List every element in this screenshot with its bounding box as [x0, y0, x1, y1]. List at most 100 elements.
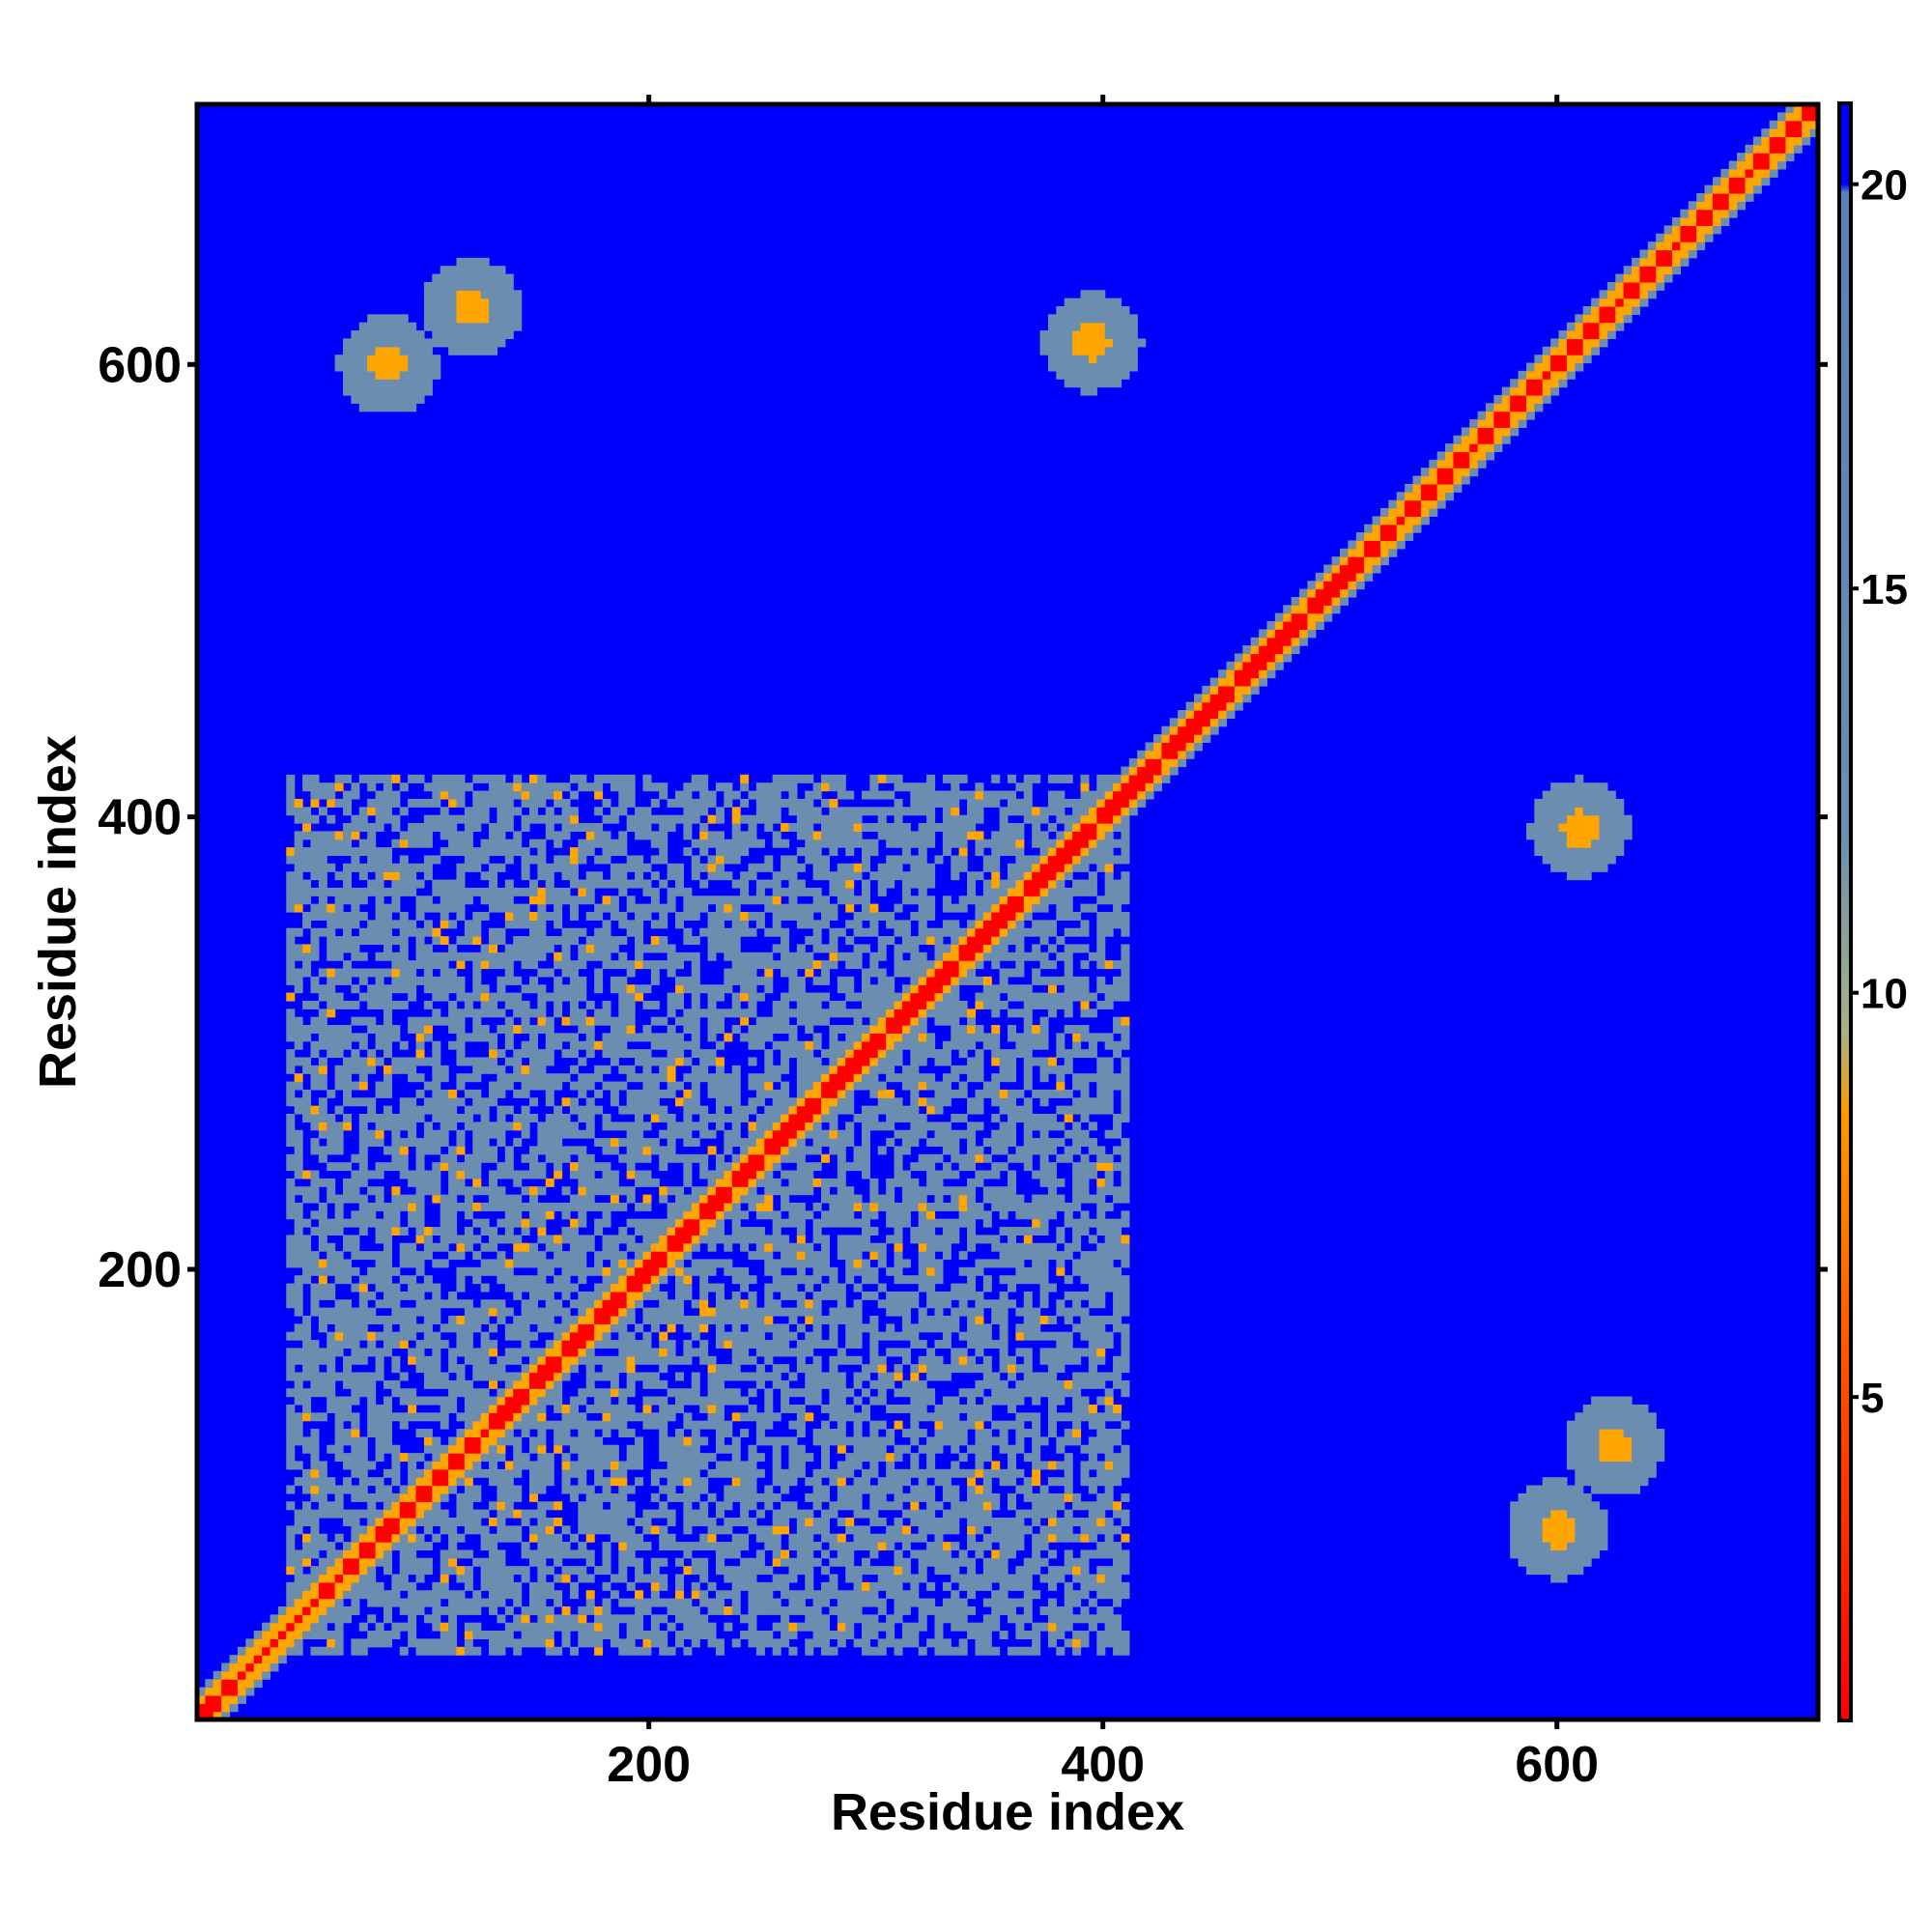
heatmap-cell: [383, 1444, 392, 1454]
heatmap-cell: [440, 1259, 449, 1268]
heatmap-cell: [327, 1549, 336, 1559]
heatmap-cell: [755, 992, 765, 1002]
heatmap-cell: [675, 887, 684, 896]
heatmap-cell: [448, 1404, 458, 1413]
heatmap-cell: [781, 1307, 790, 1317]
heatmap-cell: [432, 936, 441, 946]
heatmap-cell: [635, 1105, 644, 1115]
heatmap-cell: [504, 1396, 514, 1406]
heatmap-cell: [513, 976, 523, 985]
heatmap-cell: [715, 1081, 724, 1091]
heatmap-cell: [748, 1492, 757, 1502]
heatmap-cell: [521, 1242, 530, 1252]
heatmap-cell: [610, 936, 619, 946]
heatmap-cell: [626, 1138, 636, 1148]
heatmap-cell: [415, 1251, 425, 1261]
heatmap-cell: [788, 1218, 798, 1228]
heatmap-cell: [683, 1114, 693, 1122]
heatmap-cell: [724, 1259, 733, 1268]
heatmap-cell: [464, 1574, 473, 1583]
heatmap-cell: [310, 855, 320, 865]
heatmap-cell: [667, 1049, 676, 1059]
heatmap-cell: [772, 1227, 781, 1236]
heatmap-cell: [391, 1227, 401, 1236]
heatmap-cell: [578, 1461, 587, 1470]
heatmap-cell: [554, 1235, 563, 1244]
heatmap-cell: [464, 1307, 473, 1317]
heatmap-cell: [731, 960, 741, 970]
heatmap-cell: [464, 1581, 473, 1591]
heatmap-cell: [489, 798, 498, 808]
heatmap-cell: [626, 1065, 636, 1074]
heatmap-cell: [286, 1525, 296, 1535]
heatmap-cell: [659, 1040, 668, 1050]
heatmap-cell: [796, 879, 806, 889]
heatmap-cell: [594, 1525, 604, 1535]
heatmap-cell: [415, 1040, 425, 1050]
heatmap-cell: [245, 1662, 255, 1672]
heatmap-cell: [375, 1259, 384, 1268]
heatmap-cell: [480, 1202, 490, 1211]
heatmap-cell: [594, 1259, 604, 1268]
heatmap-cell: [569, 1468, 579, 1478]
heatmap-cell: [489, 1518, 498, 1526]
heatmap-cell: [561, 1412, 571, 1422]
heatmap-cell: [781, 927, 790, 937]
heatmap-cell: [731, 1533, 741, 1543]
heatmap-cell: [764, 976, 774, 985]
heatmap-cell: [635, 831, 644, 840]
heatmap-cell: [788, 782, 798, 792]
heatmap-cell: [626, 927, 636, 937]
heatmap-cell: [635, 1436, 644, 1446]
heatmap-cell: [399, 1485, 409, 1494]
heatmap-cell: [415, 823, 425, 832]
heatmap-cell: [383, 1105, 392, 1115]
heatmap-cell: [667, 1477, 676, 1487]
heatmap-cell: [731, 1266, 741, 1276]
heatmap-cell: [286, 903, 296, 913]
heatmap-cell: [659, 1525, 668, 1535]
heatmap-cell: [302, 1105, 312, 1115]
heatmap-cell: [748, 1598, 757, 1607]
heatmap-cell: [294, 807, 303, 816]
heatmap-cell: [755, 1420, 765, 1430]
heatmap-cell: [667, 1412, 676, 1422]
heatmap-cell: [626, 1025, 636, 1034]
heatmap-cell: [528, 1009, 538, 1018]
heatmap-cell: [796, 847, 806, 857]
heatmap-cell: [691, 976, 700, 985]
heatmap-cell: [667, 1622, 676, 1632]
heatmap-cell: [472, 774, 482, 783]
heatmap-cell: [707, 1525, 717, 1535]
heatmap-cell: [391, 1129, 401, 1139]
heatmap-cell: [683, 952, 693, 961]
heatmap-cell: [788, 968, 798, 978]
heatmap-cell: [456, 1073, 466, 1083]
heatmap-cell: [302, 1218, 312, 1228]
heatmap-cell: [334, 1348, 344, 1357]
heatmap-cell: [334, 1210, 344, 1220]
heatmap-cell: [772, 782, 781, 792]
heatmap-cell: [497, 984, 506, 994]
heatmap-cell: [334, 1129, 344, 1139]
heatmap-cell: [480, 1283, 490, 1293]
heatmap-cell: [699, 1355, 709, 1365]
heatmap-cell: [423, 314, 433, 324]
heatmap-cell: [358, 370, 368, 380]
heatmap-cell: [464, 814, 473, 824]
heatmap-cell: [626, 1461, 636, 1470]
heatmap-cell: [448, 1025, 458, 1034]
heatmap-cell: [675, 1307, 684, 1317]
heatmap-cell: [602, 1016, 611, 1026]
heatmap-cell: [472, 290, 482, 299]
heatmap-cell: [707, 1420, 717, 1430]
heatmap-cell: [408, 1073, 417, 1083]
heatmap-cell: [334, 1638, 344, 1648]
heatmap-cell: [667, 1404, 676, 1413]
heatmap-cell: [383, 1016, 392, 1026]
heatmap-cell: [764, 782, 774, 792]
heatmap-cell: [707, 1057, 717, 1066]
heatmap-cell: [731, 1574, 741, 1583]
heatmap-cell: [715, 1557, 724, 1567]
heatmap-cell: [391, 1461, 401, 1470]
